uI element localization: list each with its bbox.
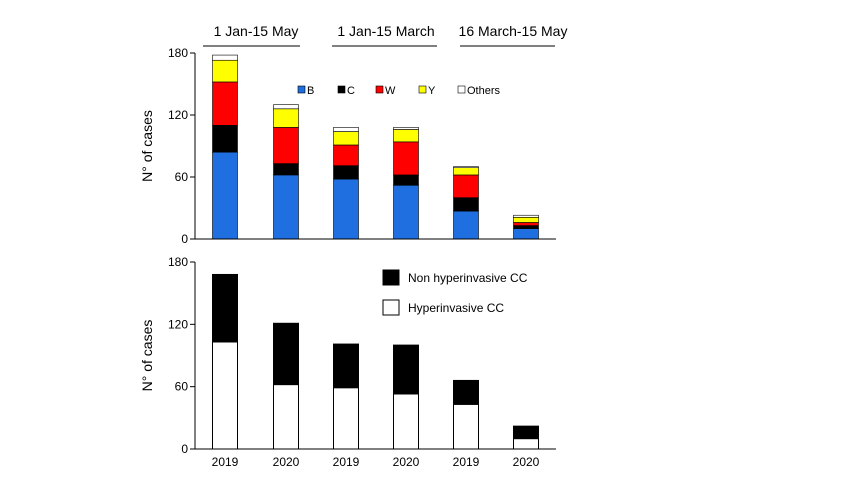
bar-segment [513, 217, 539, 223]
bar-segment [453, 174, 479, 198]
x-tick-label: 2020 [513, 455, 540, 469]
bar-segment [273, 174, 299, 240]
legend-label: Others [467, 85, 501, 97]
period-header: 1 Jan-15 May [214, 23, 299, 39]
bar-segment [393, 344, 419, 395]
legend-bottom: Non hyperinvasive CC Hyperinvasive CC [382, 269, 528, 316]
bar-segment [453, 210, 479, 240]
bar-segment [333, 178, 359, 240]
bar-segment [333, 131, 359, 146]
y-axis-title: N° of cases [139, 320, 155, 392]
legend-swatch [337, 85, 346, 94]
bar-segment [333, 343, 359, 389]
bar-segment [393, 393, 419, 450]
bar-segment [212, 341, 238, 450]
bar-segment [333, 127, 359, 132]
bar-segment [273, 163, 299, 176]
legend-swatch [457, 85, 466, 94]
legend-label: W [385, 85, 396, 97]
chart-panel-2: 0 60 120 180 N° of cases [139, 255, 556, 456]
x-tick-label: 2020 [393, 455, 420, 469]
bar-segment [453, 166, 479, 169]
x-tick-label: 2019 [212, 455, 239, 469]
y-tick-label: 120 [168, 108, 188, 122]
y-tick-label: 120 [168, 317, 188, 331]
bar-segment [212, 273, 238, 343]
bar-segment [273, 108, 299, 128]
legend-label: Non hyperinvasive CC [408, 271, 528, 285]
bar-segment [393, 127, 419, 130]
bar-segment [273, 322, 299, 386]
bar-segment [513, 438, 539, 450]
legend-label: C [347, 85, 355, 97]
bar-segment [333, 144, 359, 166]
bar-segment [393, 129, 419, 143]
period-header: 1 Jan-15 March [337, 23, 434, 39]
y-tick-label: 0 [181, 232, 188, 246]
bar-segment [453, 197, 479, 212]
bar-segment [333, 387, 359, 450]
legend-label: Hyperinvasive CC [408, 301, 504, 315]
period-header: 16 March-15 May [459, 23, 568, 39]
y-tick-label: 180 [168, 46, 188, 60]
bar-segment [273, 127, 299, 164]
y-axis-title: N° of cases [139, 110, 155, 182]
x-tick-label: 2019 [333, 455, 360, 469]
legend-swatch [418, 85, 427, 94]
bar-segment [393, 184, 419, 240]
bar-segment [513, 225, 539, 229]
legend-top: B C W Y Others [297, 85, 501, 97]
bar-segment [212, 54, 238, 61]
x-tick-label: 2019 [453, 455, 480, 469]
legend-label: Y [428, 85, 436, 97]
bar-segment [212, 151, 238, 240]
bar-segment [212, 59, 238, 83]
y-tick-label: 0 [181, 442, 188, 456]
bar-segment [273, 104, 299, 110]
bar-segment [393, 174, 419, 186]
bar-segment [393, 141, 419, 176]
bar-segment [513, 214, 539, 218]
bar-segment [273, 384, 299, 450]
bar-segment [513, 228, 539, 240]
bar-segment [513, 222, 539, 226]
bar-segment [453, 403, 479, 450]
legend-swatch [382, 299, 400, 316]
bar-segment [453, 167, 479, 176]
bar-segment [212, 125, 238, 153]
y-tick-label: 180 [168, 255, 188, 269]
chart-panel-1: 0 60 120 180 N° of cases [139, 46, 556, 246]
y-tick-label: 60 [175, 380, 189, 394]
legend-swatch [375, 85, 384, 94]
x-tick-label: 2020 [273, 455, 300, 469]
y-tick-label: 60 [175, 170, 189, 184]
bar-segment [333, 165, 359, 180]
legend-swatch [382, 269, 400, 286]
bar-segment [513, 425, 539, 440]
bar-segment [453, 379, 479, 405]
legend-label: B [307, 85, 314, 97]
bar-segment [212, 81, 238, 126]
legend-swatch [297, 85, 306, 94]
